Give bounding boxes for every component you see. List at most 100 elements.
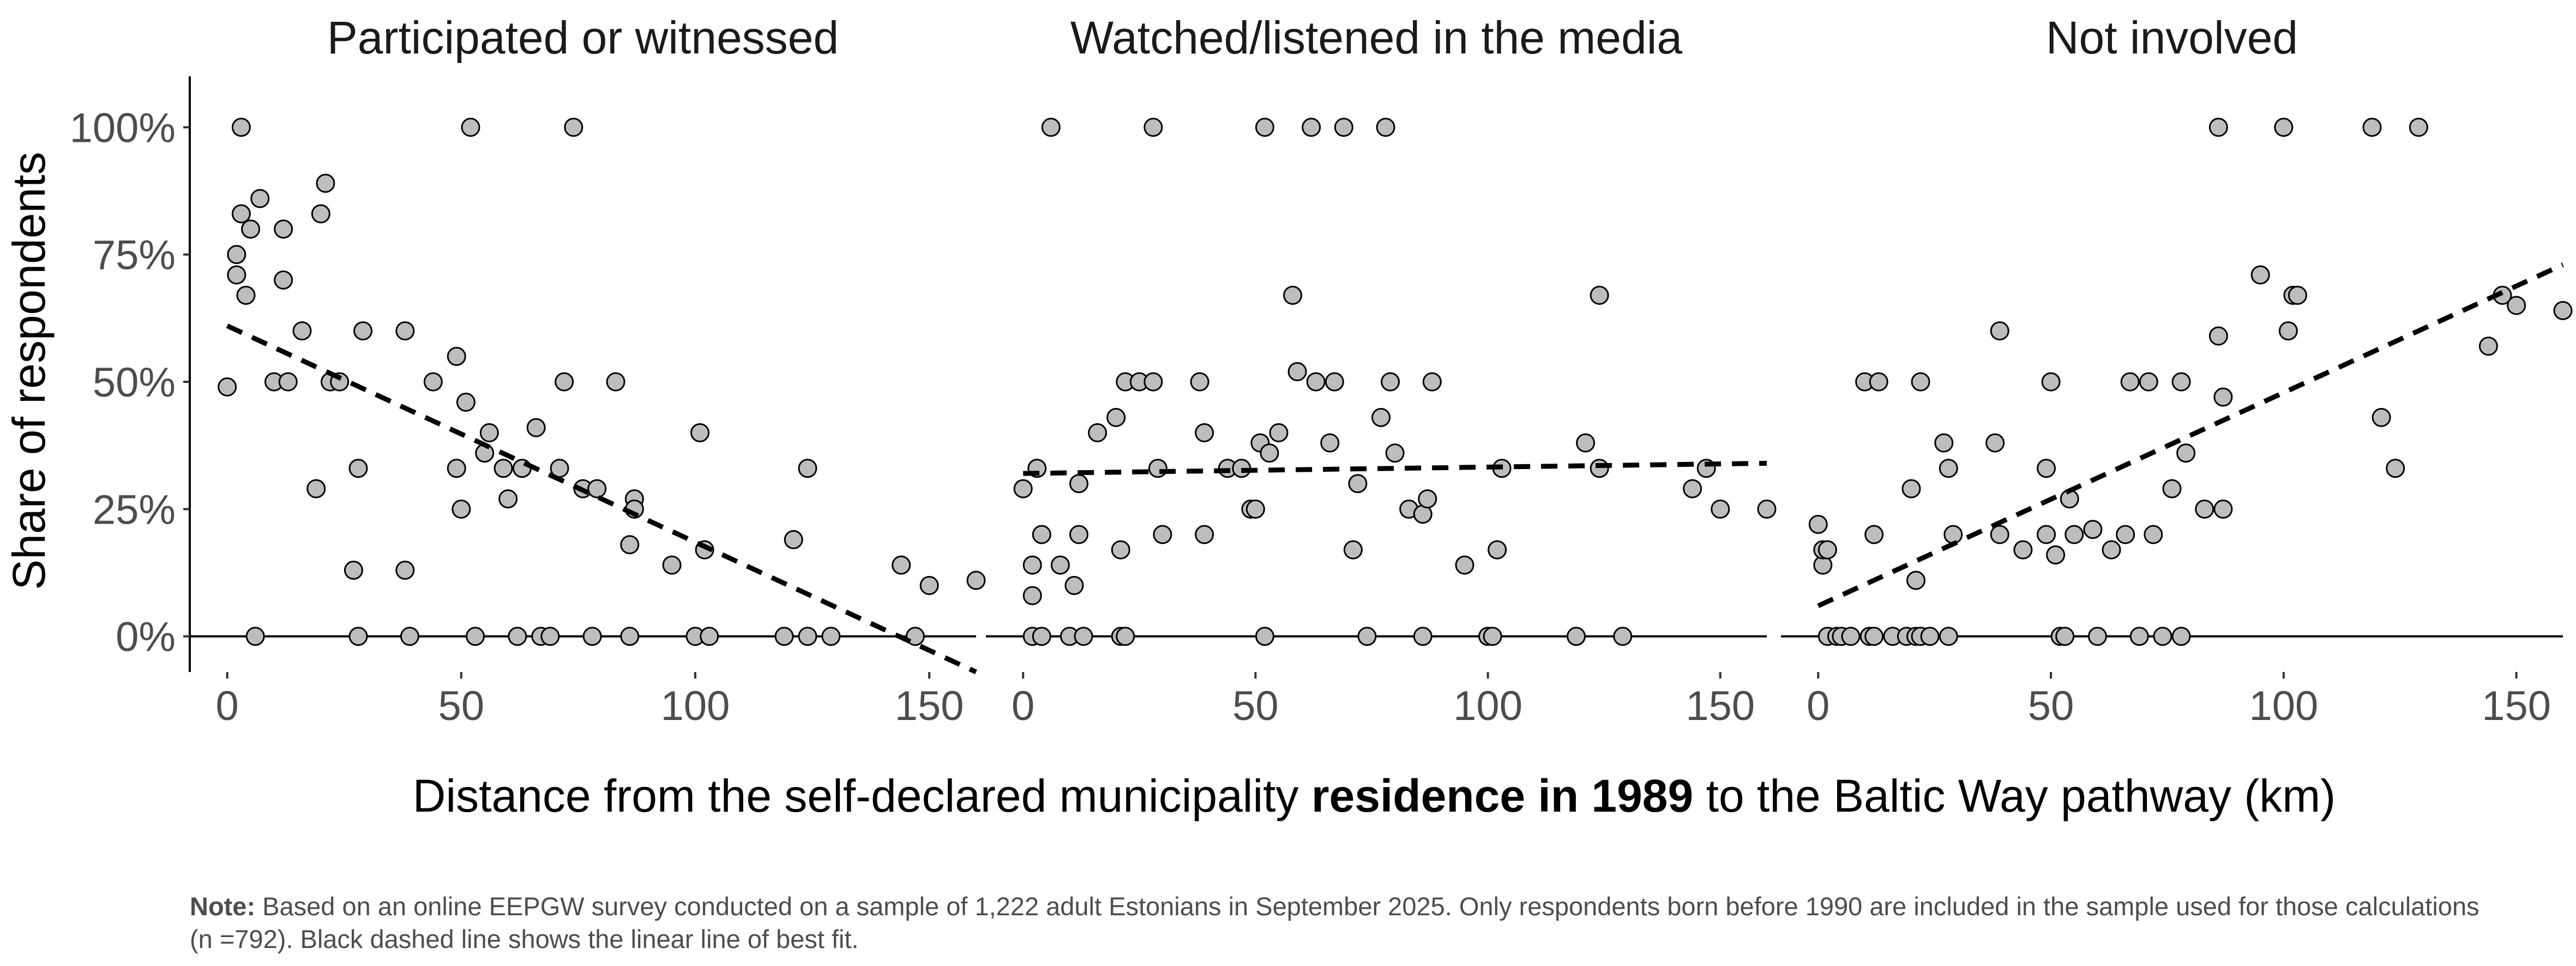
data-point [1088,423,1108,442]
data-point [1901,479,1921,499]
data-point [700,627,719,646]
data-point [1260,443,1279,463]
data-point [1817,540,1837,560]
data-point [274,270,293,290]
data-point [1064,575,1084,595]
data-point [1864,627,1884,646]
data-point [1590,285,1609,305]
data-point [1320,433,1340,453]
data-point [919,575,939,595]
data-point [1385,443,1405,463]
data-point [1488,540,1507,560]
data-point [540,627,560,646]
data-point [1269,423,1289,442]
data-point [2386,459,2405,478]
data-point [1939,459,1958,478]
data-point [620,535,640,555]
data-point [2278,321,2298,341]
trend-line [1817,262,2564,608]
data-point [2171,372,2191,392]
data-point [1590,459,1609,478]
data-point [1348,474,1368,494]
panel-title: Participated or witnessed [327,12,839,63]
data-point [1920,627,1940,646]
data-point [821,627,841,646]
data-point [245,627,265,646]
data-point [1074,627,1093,646]
data-point [1567,627,1586,646]
data-point [1906,571,1926,590]
data-point [774,627,794,646]
data-point [241,219,261,239]
data-point [1455,555,1474,575]
data-point [2144,525,2163,544]
panel-title: Watched/listened in the media [1070,12,1682,63]
data-point [2372,407,2391,427]
data-point [1111,540,1130,560]
data-point [1683,479,1702,499]
data-point [1413,627,1433,646]
data-point [2083,520,2103,539]
y-tick-label: 100% [70,105,176,151]
data-point [620,627,640,646]
data-point [2208,326,2228,346]
data-point [587,479,607,499]
data-point [227,245,246,265]
x-axis-title-post: to the Baltic Way pathway (km) [1693,770,2336,821]
data-point [1343,540,1363,560]
data-point [2041,372,2061,392]
y-tick-label: 25% [93,487,176,533]
x-tick-label: 50 [1232,683,1279,729]
data-point [306,479,326,499]
data-point [348,627,368,646]
data-point [1418,489,1437,509]
data-point [1576,433,1596,453]
data-point [344,560,363,580]
y-tick-label: 0% [116,614,176,661]
note-label: Note: [190,892,256,921]
data-point [218,377,237,397]
data-point [1116,627,1135,646]
y-axis: 0% 25% 50% 75% 100% [70,76,191,672]
data-point [662,555,682,575]
data-point [2065,525,2084,544]
data-point [905,627,925,646]
data-point [2116,525,2135,544]
panel-3: Not involved 0 50 100 150 [1781,12,2573,729]
data-point [1032,525,1051,544]
data-point [1808,514,1828,534]
data-point [798,459,817,478]
data-point [2288,285,2307,305]
data-point [1153,525,1172,544]
data-point [1757,499,1777,519]
data-point [1334,117,1353,137]
data-point [1325,372,1344,392]
data-point [231,117,251,137]
data-point [456,392,476,412]
data-point [2162,479,2182,499]
data-point [1143,372,1163,392]
data-point [1357,627,1377,646]
data-point [1106,407,1126,427]
data-point [2139,372,2158,392]
data-point [2409,117,2428,137]
x-tick-label: 0 [1012,683,1034,729]
data-point [2478,337,2498,356]
x-tick-label: 150 [2482,683,2551,729]
panel-1: Participated or witnessed 0 50 100 150 [190,12,986,729]
data-point [798,627,817,646]
data-point [1041,117,1061,137]
data-point [250,189,270,208]
data-point [1864,525,1884,544]
data-point [1022,586,1042,605]
trend-line [226,323,977,675]
x-axis-title-bold: residence in 1989 [1311,770,1693,821]
y-axis-title: Share of respondents [3,152,55,590]
data-point [2176,443,2196,463]
data-point [278,372,298,392]
data-point [2120,372,2140,392]
data-point [2013,540,2033,560]
data-point [2250,265,2270,285]
data-point [1869,372,1888,392]
